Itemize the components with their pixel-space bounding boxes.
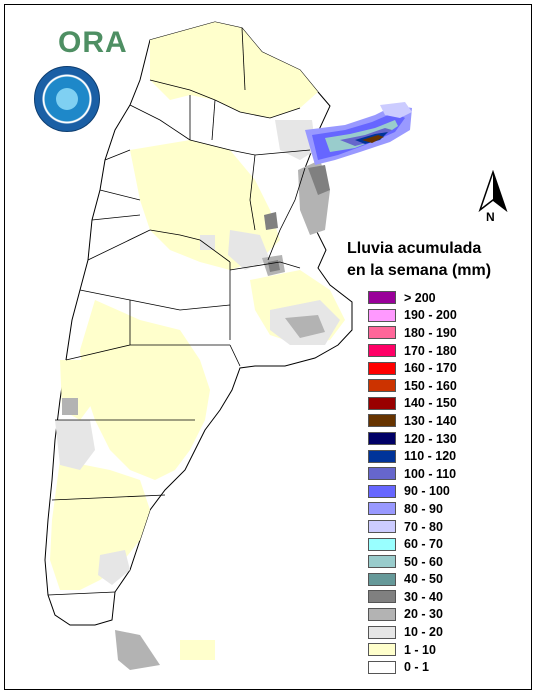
legend-item: 30 - 40 [368, 588, 457, 606]
legend-swatch [368, 344, 396, 358]
legend-item: 120 - 130 [368, 430, 457, 448]
legend-label: 100 - 110 [404, 466, 457, 481]
legend-label: 140 - 150 [404, 396, 457, 411]
legend-swatch [368, 555, 396, 569]
legend-item: > 200 [368, 289, 457, 307]
legend-item: 140 - 150 [368, 395, 457, 413]
legend-swatch [368, 502, 396, 516]
legend-item: 110 - 120 [368, 447, 457, 465]
legend-item: 190 - 200 [368, 307, 457, 325]
legend-swatch [368, 326, 396, 340]
rain-30-40-zones [264, 165, 330, 272]
legend-item: 80 - 90 [368, 500, 457, 518]
legend-swatch [368, 520, 396, 534]
legend-swatch [368, 414, 396, 428]
legend-item: 180 - 190 [368, 324, 457, 342]
legend-label: 130 - 140 [404, 413, 457, 428]
legend-swatch [368, 379, 396, 393]
legend-swatch [368, 590, 396, 604]
legend-item: 20 - 30 [368, 606, 457, 624]
legend-item: 50 - 60 [368, 553, 457, 571]
legend-label: 170 - 180 [404, 343, 457, 358]
legend-item: 40 - 50 [368, 571, 457, 589]
legend-item: 0 - 1 [368, 658, 457, 676]
rain-ne-core [305, 102, 412, 165]
ora-logo: ORA [58, 26, 128, 59]
legend-label: > 200 [404, 290, 436, 305]
institution-seal-icon [34, 66, 100, 132]
legend-title-line1: Lluvia acumulada [347, 240, 482, 257]
legend-item: 10 - 20 [368, 623, 457, 641]
legend-label: 190 - 200 [404, 308, 457, 323]
legend-item: 1 - 10 [368, 641, 457, 659]
legend-label: 70 - 80 [404, 519, 443, 534]
legend-swatch [368, 308, 396, 322]
legend-label: 160 - 170 [404, 361, 457, 376]
legend-label: 10 - 20 [404, 625, 443, 640]
north-arrow-icon [478, 170, 508, 213]
legend-swatch [368, 432, 396, 446]
legend-swatch [368, 572, 396, 586]
north-label: N [486, 210, 495, 224]
legend-item: 70 - 80 [368, 518, 457, 536]
legend-label: 180 - 190 [404, 325, 457, 340]
legend-label: 0 - 1 [404, 660, 430, 675]
legend-label: 20 - 30 [404, 607, 443, 622]
legend-swatch [368, 537, 396, 551]
legend-item: 60 - 70 [368, 535, 457, 553]
legend-label: 50 - 60 [404, 554, 443, 569]
legend-item: 160 - 170 [368, 359, 457, 377]
legend-label: 60 - 70 [404, 537, 443, 552]
legend-item: 170 - 180 [368, 342, 457, 360]
legend-title-line2: en la semana (mm) [347, 262, 492, 279]
legend-item: 150 - 160 [368, 377, 457, 395]
legend-swatch [368, 449, 396, 463]
legend-swatch [368, 361, 396, 375]
legend-item: 100 - 110 [368, 465, 457, 483]
legend-label: 30 - 40 [404, 589, 443, 604]
legend-label: 110 - 120 [404, 449, 457, 464]
legend-label: 90 - 100 [404, 484, 450, 499]
legend-swatch [368, 484, 396, 498]
legend-swatch [368, 467, 396, 481]
legend-label: 40 - 50 [404, 572, 443, 587]
legend-label: 150 - 160 [404, 378, 457, 393]
legend-item: 130 - 140 [368, 412, 457, 430]
legend-swatch [368, 625, 396, 639]
legend-swatch [368, 291, 396, 305]
legend-swatch [368, 396, 396, 410]
legend-swatch [368, 607, 396, 621]
legend-label: 80 - 90 [404, 501, 443, 516]
province-borders [47, 27, 311, 596]
legend-title: Lluvia acumulada en la semana (mm) [347, 238, 491, 282]
legend-swatch [368, 643, 396, 657]
legend-item: 90 - 100 [368, 483, 457, 501]
legend-label: 1 - 10 [404, 642, 436, 657]
legend: > 200 190 - 200 180 - 190 170 - 180 160 - 17… [368, 289, 457, 676]
legend-label: 120 - 130 [404, 431, 457, 446]
legend-swatch [368, 660, 396, 674]
